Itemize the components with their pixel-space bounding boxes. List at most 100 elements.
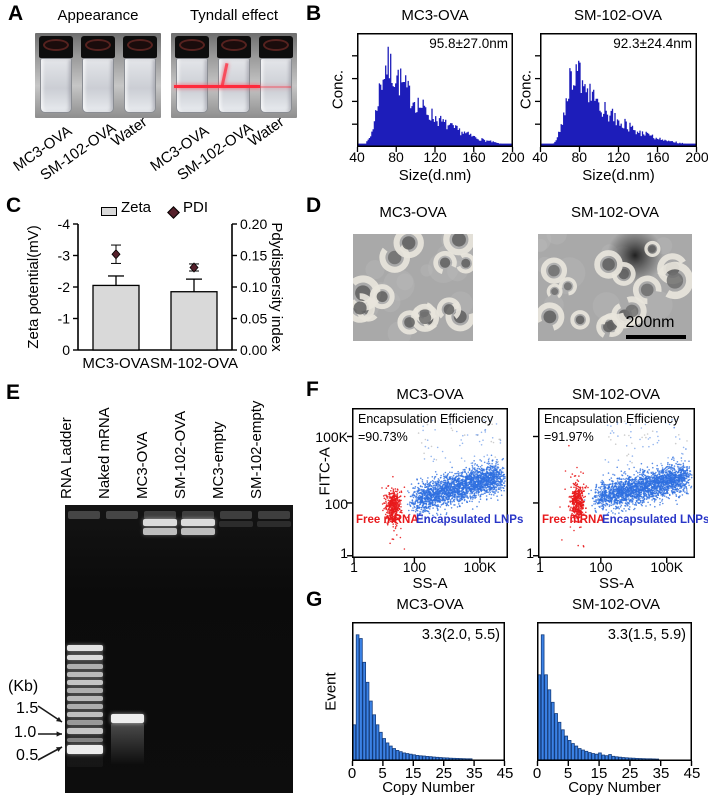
gel-well — [182, 511, 214, 519]
lnp-dot — [443, 491, 446, 493]
lnp-dot — [462, 494, 464, 496]
lnp-dot — [414, 510, 417, 513]
zeta-bar — [170, 291, 218, 351]
lnp-dot — [495, 486, 498, 488]
lnp-dot — [461, 481, 463, 483]
lnp-dot — [454, 490, 456, 492]
lnp-dot — [413, 495, 416, 497]
lnp-dot — [591, 504, 593, 507]
lnp-dot — [427, 510, 430, 513]
lnp-dot — [496, 467, 498, 469]
lnp-dot — [449, 478, 452, 480]
lnp-dot — [684, 460, 686, 462]
lnp-dot — [499, 480, 501, 483]
lnp-dot — [485, 474, 488, 476]
flow-title-sm102: SM-102-OVA — [571, 386, 661, 403]
lnp-dot — [417, 505, 420, 507]
lnp-dot — [637, 475, 639, 477]
gel-well — [144, 511, 176, 519]
lnp-dot — [682, 470, 685, 473]
ladder-band — [67, 744, 103, 754]
free-mrna-dot — [398, 505, 401, 508]
lnp-dot — [441, 484, 444, 487]
donut-ring — [600, 312, 624, 337]
free-mrna-dot — [390, 499, 392, 501]
lnp-dot — [438, 493, 440, 495]
lnp-dot — [423, 500, 426, 503]
lnp-dot — [446, 485, 449, 488]
lnp-dot — [490, 493, 493, 496]
lnp-dot — [596, 489, 599, 491]
lnp-dot — [412, 493, 415, 495]
lnp-dot — [432, 501, 434, 504]
lnp-dot — [471, 500, 473, 503]
lnp-dot — [431, 499, 434, 502]
lnp-dot — [446, 491, 449, 494]
vial-septum — [85, 39, 111, 51]
sparse-dot — [473, 455, 476, 457]
lnp-dot — [456, 489, 458, 491]
lnp-dot — [596, 494, 598, 497]
marker-arrows — [37, 705, 63, 761]
lnp-dot — [426, 481, 429, 484]
lnp-dot — [434, 502, 437, 504]
lnp-dot — [444, 492, 446, 495]
free-mrna-dot — [399, 508, 401, 511]
lnp-dot — [459, 483, 461, 486]
lnp-dot — [595, 491, 597, 494]
sparse-dot — [484, 428, 487, 431]
lnp-dot — [421, 499, 423, 501]
tem-donut — [594, 250, 623, 279]
free-mrna-dot — [383, 497, 386, 500]
lnp-dot — [484, 492, 487, 494]
sparse-dot — [423, 452, 425, 455]
free-mrna-dot — [391, 487, 393, 489]
lnp-dot — [645, 505, 647, 507]
lnp-dot — [448, 496, 451, 498]
free-mrna-dot — [399, 495, 402, 497]
lnp-dot — [472, 476, 474, 479]
lnp-dot — [686, 481, 688, 483]
lnp-dot — [443, 479, 446, 482]
lnp-dot — [452, 491, 455, 493]
lnp-dot — [500, 471, 503, 474]
lnp-dot — [497, 499, 499, 501]
free-mrna-dot — [396, 508, 399, 511]
lnp-dot — [425, 500, 427, 503]
lnp-dot — [628, 475, 631, 478]
lnp-dot — [607, 495, 610, 498]
lnp-dot — [485, 483, 487, 486]
lnp-dot — [688, 484, 690, 487]
lnp-dot — [475, 494, 477, 497]
lnp-dot — [630, 476, 632, 478]
vial-sm102-ova — [81, 36, 115, 113]
free-mrna-dot — [394, 490, 397, 493]
free-mrna-dot — [396, 522, 399, 525]
sparse-dot — [499, 438, 502, 441]
lnp-dot — [620, 482, 622, 484]
lnp-dot — [453, 500, 455, 503]
lnp-dot — [466, 495, 469, 498]
lnp-dot — [477, 475, 479, 478]
free-mrna-dot — [385, 487, 388, 489]
lnp-dot — [462, 484, 464, 487]
lnp-dot — [477, 465, 480, 468]
lnp-dot — [422, 490, 424, 493]
lnp-dot — [464, 482, 467, 485]
lnp-dot — [472, 488, 475, 490]
lnp-dot — [461, 480, 464, 482]
donut-ring — [455, 253, 473, 274]
lnp-dot — [454, 491, 456, 494]
lnp-dot — [486, 490, 488, 492]
donut-hole — [461, 258, 471, 268]
lnp-dot — [433, 480, 435, 483]
free-mrna-dot — [395, 510, 398, 513]
lane-label-mc3-empty: MC3-empty — [210, 421, 227, 499]
lnp-dot — [483, 469, 485, 471]
lnp-dot — [452, 474, 455, 477]
free-mrna-dot — [399, 503, 402, 505]
lnp-dot — [495, 481, 497, 484]
lnp-dot — [690, 486, 692, 489]
lnp-dot — [456, 478, 459, 480]
donut-hole — [387, 250, 402, 265]
